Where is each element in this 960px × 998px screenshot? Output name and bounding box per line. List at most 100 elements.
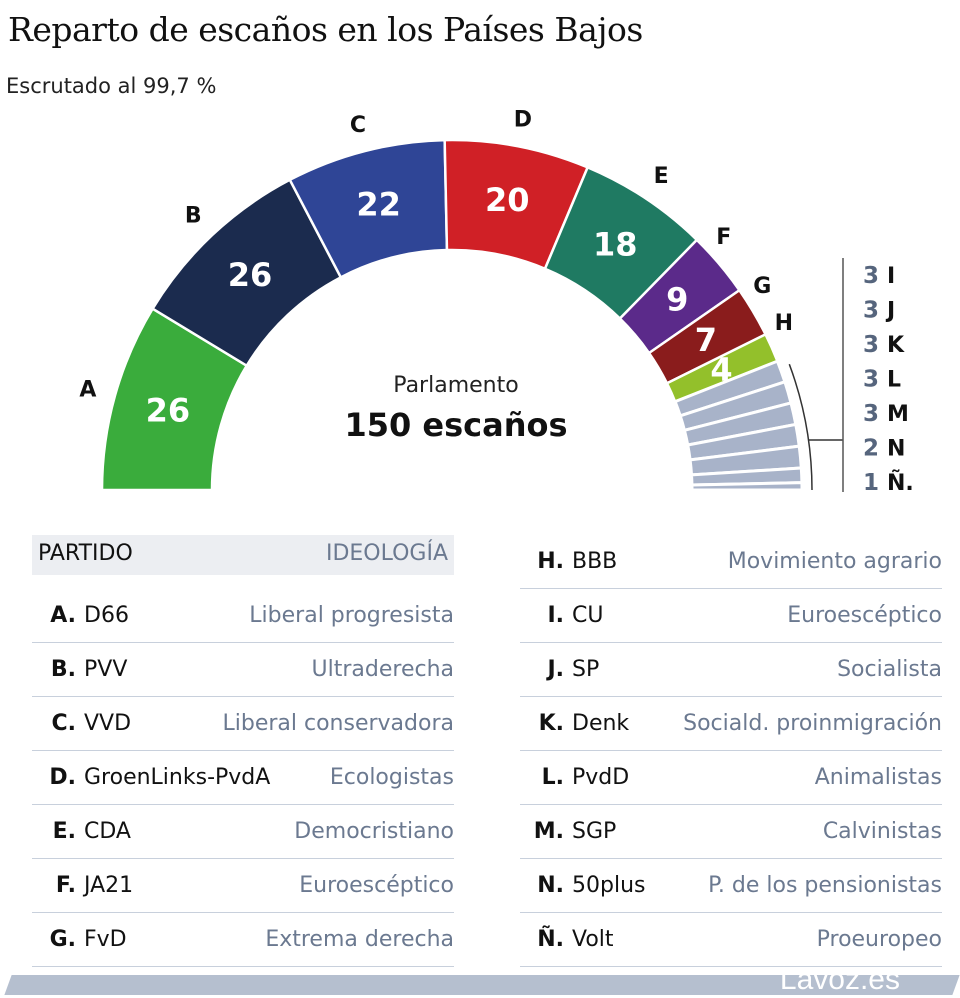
party-ideology: Socialista: [837, 657, 942, 682]
table-row: E. CDA Democristiano: [32, 805, 454, 859]
party-table-left: PARTIDO IDEOLOGÍA A. D66 Liberal progresis…: [32, 535, 454, 967]
party-letter-label: B: [185, 203, 202, 228]
party-ideology: Animalistas: [814, 765, 942, 790]
party-label: GroenLinks-PvdA: [84, 765, 271, 790]
party-name: B. PVV: [32, 657, 128, 682]
chart-subtitle: Escrutado al 99,7 %: [6, 74, 217, 98]
party-name: L. PvdD: [520, 765, 630, 790]
header-ideology: IDEOLOGÍA: [325, 541, 448, 566]
party-label: SGP: [572, 819, 617, 844]
party-name: J. SP: [520, 657, 599, 682]
table-row: K. Denk Sociald. proinmigración: [520, 697, 942, 751]
bracket-line: [788, 363, 813, 491]
logo: Lavoz.es: [779, 963, 900, 996]
seat-segment: [690, 481, 804, 492]
party-name: N. 50plus: [520, 873, 645, 898]
party-name: D. GroenLinks-PvdA: [32, 765, 270, 790]
party-ideology: P. de los pensionistas: [708, 873, 942, 898]
small-party-seats: 1: [863, 470, 879, 496]
chart-title: Reparto de escaños en los Países Bajos: [8, 10, 643, 49]
party-name: H. BBB: [520, 549, 617, 574]
small-party-seats: 3: [863, 332, 879, 358]
party-label: SP: [572, 657, 600, 682]
table-row: F. JA21 Euroescéptico: [32, 859, 454, 913]
party-ideology: Movimiento agrario: [727, 549, 942, 574]
table-row: M. SGP Calvinistas: [520, 805, 942, 859]
party-ideology: Extrema derecha: [265, 927, 454, 952]
party-letter-label: E: [654, 164, 669, 189]
party-label: CU: [572, 603, 604, 628]
table-row: L. PvdD Animalistas: [520, 751, 942, 805]
small-party-letter: M: [887, 402, 909, 427]
party-ideology: Ecologistas: [329, 765, 454, 790]
party-ideology: Euroescéptico: [787, 603, 942, 628]
seat-count-label: 18: [593, 225, 638, 263]
party-label: Denk: [572, 711, 630, 736]
table-row: D. GroenLinks-PvdA Ecologistas: [32, 751, 454, 805]
table-row: B. PVV Ultraderecha: [32, 643, 454, 697]
party-letter: G.: [49, 927, 76, 952]
party-ideology: Proeuropeo: [816, 927, 942, 952]
seat-count-label: 26: [228, 256, 273, 294]
party-letter: L.: [541, 765, 564, 790]
party-letter: H.: [537, 549, 564, 574]
party-letter: J.: [547, 657, 564, 682]
seat-count-label: 26: [146, 392, 191, 430]
party-label: BBB: [572, 549, 618, 574]
party-name: K. Denk: [520, 711, 630, 736]
party-label: CDA: [84, 819, 131, 844]
party-label: D66: [84, 603, 129, 628]
party-table-right: H. BBB Movimiento agrario I. CU Euroescéptico…: [520, 535, 942, 967]
party-letter-label: G: [753, 274, 771, 299]
party-ideology: Democristiano: [294, 819, 454, 844]
small-party-letter: L: [887, 368, 901, 393]
party-label: 50plus: [572, 873, 646, 898]
party-ideology: Calvinistas: [822, 819, 942, 844]
small-party-seats: 2: [863, 436, 879, 462]
party-label: FvD: [84, 927, 127, 952]
party-letter: N.: [537, 873, 564, 898]
party-label: JA21: [84, 873, 134, 898]
party-letter-label: D: [514, 108, 532, 133]
party-name: Ñ. Volt: [520, 927, 614, 952]
party-label: PvdD: [572, 765, 630, 790]
small-party-letter: J: [885, 299, 895, 324]
party-name: C. VVD: [32, 711, 131, 736]
party-name: M. SGP: [520, 819, 617, 844]
table-row: A. D66 Liberal progresista: [32, 589, 454, 643]
table-row: G. FvD Extrema derecha: [32, 913, 454, 967]
party-letter: Ñ.: [537, 927, 564, 952]
party-letter-label: F: [716, 225, 731, 250]
table-row: N. 50plus P. de los pensionistas: [520, 859, 942, 913]
party-ideology: Sociald. proinmigración: [683, 711, 942, 736]
seat-count-label: 7: [695, 321, 717, 359]
party-letter: E.: [52, 819, 76, 844]
small-party-seats: 3: [863, 367, 879, 393]
party-name: A. D66: [32, 603, 129, 628]
table-row: H. BBB Movimiento agrario: [520, 535, 942, 589]
party-letter-label: H: [775, 311, 793, 336]
table-row: J. SP Socialista: [520, 643, 942, 697]
seat-count-label: 9: [666, 281, 688, 319]
small-party-letter: I: [887, 264, 895, 289]
party-letter: F.: [55, 873, 76, 898]
party-label: VVD: [84, 711, 132, 736]
party-name: I. CU: [520, 603, 603, 628]
small-party-letter: Ñ.: [887, 470, 914, 496]
small-party-seats: 3: [863, 298, 879, 324]
seat-count-label: 20: [485, 181, 530, 219]
party-ideology: Euroescéptico: [299, 873, 454, 898]
party-letter-label: A: [79, 377, 96, 402]
table-header: PARTIDO IDEOLOGÍA: [32, 535, 454, 575]
party-letter: D.: [49, 765, 76, 790]
party-ideology: Liberal conservadora: [222, 711, 455, 736]
party-name: F. JA21: [32, 873, 133, 898]
party-letter: A.: [50, 603, 76, 628]
party-letter: M.: [533, 819, 564, 844]
party-letter: C.: [51, 711, 76, 736]
party-ideology: Ultraderecha: [311, 657, 454, 682]
small-party-seats: 3: [863, 401, 879, 427]
party-label: Volt: [572, 927, 614, 952]
party-letter: B.: [50, 657, 76, 682]
